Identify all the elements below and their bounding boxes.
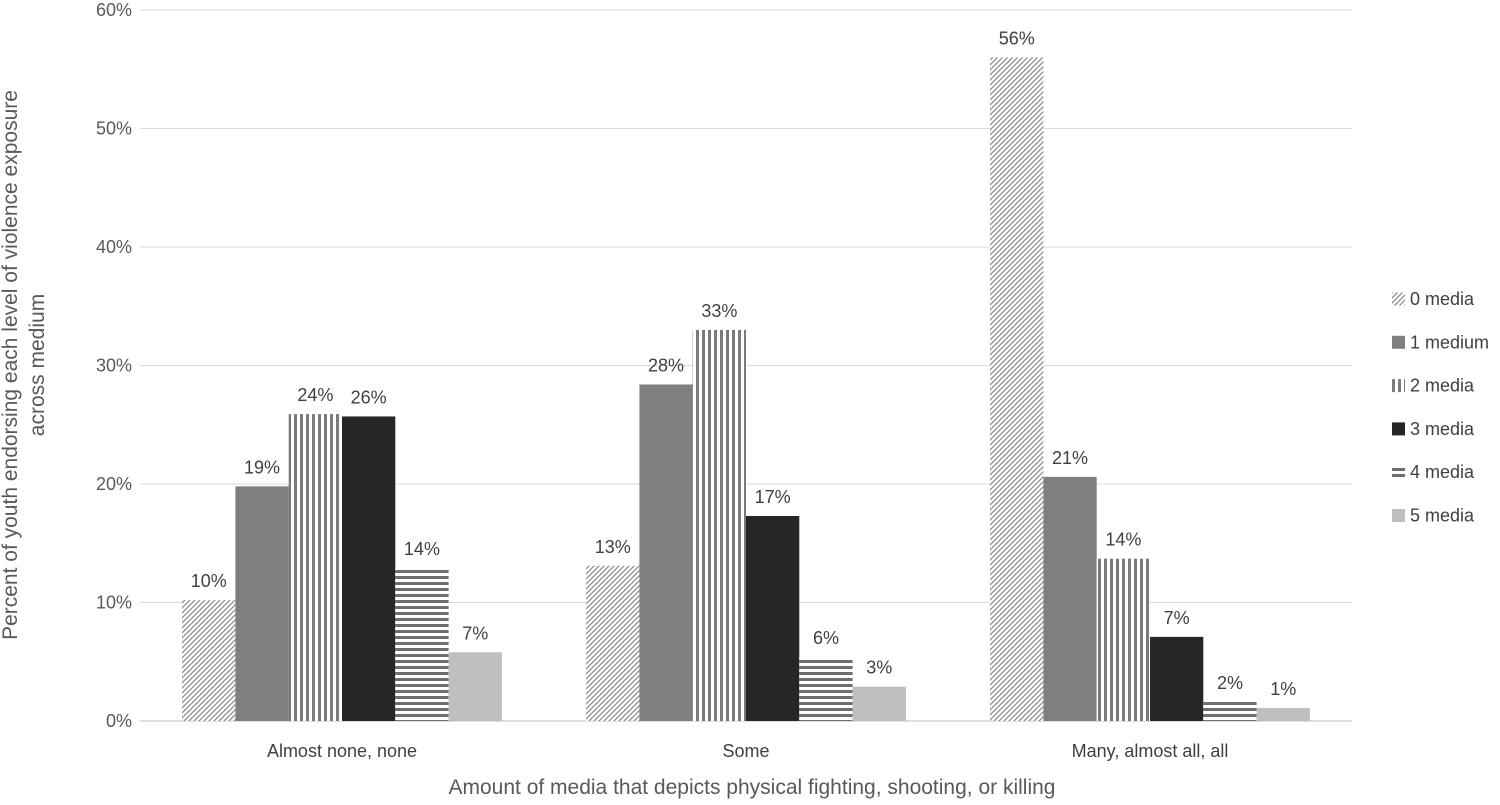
bar-3-media-2 <box>1150 636 1204 721</box>
x-axis-title: Amount of media that depicts physical fi… <box>448 776 1055 799</box>
legend-label: 0 media <box>1410 289 1475 309</box>
legend-swatch <box>1392 465 1405 479</box>
data-label: 21% <box>1052 448 1088 468</box>
data-label: 6% <box>813 628 839 648</box>
legend-label: 2 media <box>1410 376 1475 396</box>
data-label: 13% <box>595 537 631 557</box>
legend-label: 5 media <box>1410 506 1475 526</box>
data-label: 14% <box>404 539 440 559</box>
data-label: 7% <box>462 623 488 643</box>
legend-label: 1 medium <box>1410 332 1489 352</box>
y-tick-label: 20% <box>96 474 132 494</box>
bars <box>182 57 1310 721</box>
bar-4-media-2 <box>1203 702 1257 721</box>
data-label: 10% <box>191 571 227 591</box>
bar-4-media-1 <box>799 657 853 721</box>
legend-item-3-media: 3 media <box>1392 419 1475 439</box>
x-axis-categories: Almost none, none Some Many, almost all, a… <box>267 741 1228 761</box>
legend-label: 4 media <box>1410 462 1475 482</box>
legend-item-1-medium: 1 medium <box>1392 332 1489 352</box>
bar-0-media-1 <box>586 565 640 721</box>
bar-2-media-0 <box>288 414 342 721</box>
bar-1-medium-1 <box>639 384 693 721</box>
y-axis-title: Percent of youth endorsing each level of… <box>0 90 49 640</box>
y-tick-label: 30% <box>96 356 132 376</box>
legend-swatch <box>1392 422 1405 436</box>
y-tick-label: 40% <box>96 237 132 257</box>
y-axis-ticks: 0% 10% 20% 30% 40% 50% 60% <box>96 0 132 731</box>
legend-swatch <box>1392 509 1405 522</box>
legend: 0 media 1 medium 2 media 3 media 4 media 5 me… <box>1392 289 1489 526</box>
legend-item-2-media: 2 media <box>1392 376 1475 396</box>
legend-swatch <box>1392 292 1405 306</box>
legend-item-5-media: 5 media <box>1392 506 1475 526</box>
data-label: 33% <box>701 301 737 321</box>
x-category-label: Many, almost all, all <box>1072 741 1229 761</box>
bar-5-media-0 <box>448 652 502 721</box>
legend-swatch <box>1392 335 1405 349</box>
data-label: 26% <box>351 387 387 407</box>
y-tick-label: 60% <box>96 0 132 20</box>
data-label: 19% <box>244 457 280 477</box>
legend-label: 3 media <box>1410 419 1475 439</box>
bar-3-media-0 <box>342 416 396 721</box>
data-label: 2% <box>1217 673 1243 693</box>
bar-4-media-0 <box>395 568 449 721</box>
data-labels: 10% 19% 24% 26% 14% 7% 13% 28% 33% 17% 6% 3% 56% 21% 1… <box>191 28 1297 699</box>
data-label: 14% <box>1105 530 1141 550</box>
legend-item-0-media: 0 media <box>1392 289 1475 309</box>
y-tick-label: 10% <box>96 593 132 613</box>
legend-item-4-media: 4 media <box>1392 462 1475 482</box>
y-axis-title-line-2: across medium <box>26 294 49 436</box>
data-label: 24% <box>297 385 333 405</box>
bar-0-media-0 <box>182 600 236 721</box>
x-category-label: Some <box>722 741 769 761</box>
data-label: 7% <box>1164 608 1190 628</box>
data-label: 28% <box>648 355 684 375</box>
bar-3-media-1 <box>746 515 800 721</box>
data-label: 17% <box>755 487 791 507</box>
bar-2-media-1 <box>692 329 746 721</box>
y-axis-title-line-1: Percent of youth endorsing each level of… <box>0 90 22 640</box>
data-label: 56% <box>999 28 1035 48</box>
bar-2-media-2 <box>1096 558 1150 721</box>
bar-5-media-1 <box>852 686 906 721</box>
y-tick-label: 0% <box>106 711 132 731</box>
y-tick-label: 50% <box>96 119 132 139</box>
legend-swatch <box>1392 379 1405 393</box>
bar-5-media-2 <box>1256 707 1310 721</box>
bar-0-media-2 <box>990 57 1044 721</box>
data-label: 1% <box>1270 679 1296 699</box>
x-category-label: Almost none, none <box>267 741 417 761</box>
bar-1-medium-2 <box>1043 476 1097 721</box>
data-label: 3% <box>866 658 892 678</box>
bar-1-medium-0 <box>235 486 289 721</box>
